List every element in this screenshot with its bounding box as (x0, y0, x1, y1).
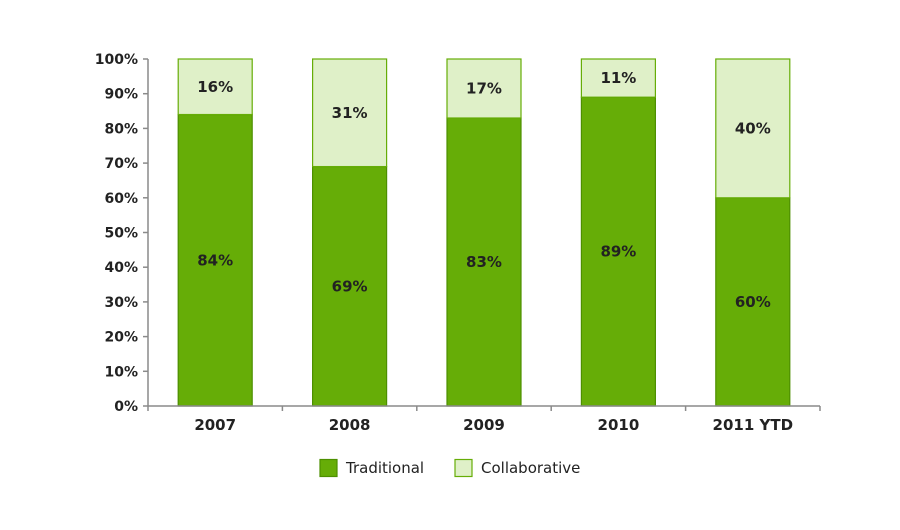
data-label-collaborative: 16% (197, 78, 233, 96)
bar-segment-traditional (446, 117, 522, 407)
legend-swatch-collaborative (454, 458, 473, 478)
data-label-traditional: 89% (600, 243, 636, 261)
bar-segment-collaborative (312, 58, 388, 168)
legend-label-collaborative: Collaborative (481, 459, 580, 477)
y-tick-label: 80% (104, 121, 138, 137)
data-label-collaborative: 31% (332, 104, 368, 122)
y-tick-label: 100% (95, 52, 138, 68)
bar-segment-collaborative (177, 58, 253, 116)
data-label-collaborative: 40% (735, 119, 771, 137)
bar-segment-collaborative (446, 58, 522, 119)
legend-swatch-traditional (319, 458, 338, 478)
data-label-traditional: 69% (332, 277, 368, 295)
bar-segment-collaborative (580, 58, 657, 98)
x-axis-labels: 2007 2008 2009 2010 2011 YTD (147, 406, 821, 434)
y-tick-label: 20% (104, 330, 138, 346)
y-tick-label: 60% (104, 191, 138, 207)
data-label-collaborative: 17% (466, 79, 502, 97)
y-tick-label: 70% (104, 156, 138, 172)
x-category-label: 2008 (329, 416, 371, 434)
bar-segment-collaborative (715, 58, 791, 199)
bar-segment-traditional (177, 113, 253, 407)
y-tick-label: 0% (114, 399, 138, 415)
x-category-label: 2007 (194, 416, 236, 434)
bar-segment-traditional (580, 96, 657, 407)
y-tick-label: 90% (104, 87, 138, 103)
data-label-traditional: 83% (466, 253, 502, 271)
x-category-label: 2009 (463, 416, 505, 434)
legend-label-traditional: Traditional (345, 459, 424, 477)
data-label-collaborative: 11% (600, 69, 636, 87)
y-tick-label: 10% (104, 364, 138, 380)
legend: Traditional Collaborative (319, 458, 580, 478)
y-axis-ticks: 0% 10% 20% 30% 40% 50% 60% 70% 80% 90% 100% (95, 52, 148, 415)
bar-segment-traditional (312, 165, 388, 407)
x-category-label: 2011 YTD (713, 416, 794, 434)
data-label-traditional: 60% (735, 293, 771, 311)
x-category-label: 2010 (598, 416, 640, 434)
y-tick-label: 40% (104, 260, 138, 276)
data-label-traditional: 84% (197, 251, 233, 269)
bar-group: 84% 16% 69% 31% 83% 17% 89% 11% 60% 40% (177, 58, 791, 407)
y-tick-label: 50% (104, 226, 138, 242)
y-tick-label: 30% (104, 295, 138, 311)
bar-segment-traditional (715, 197, 791, 407)
